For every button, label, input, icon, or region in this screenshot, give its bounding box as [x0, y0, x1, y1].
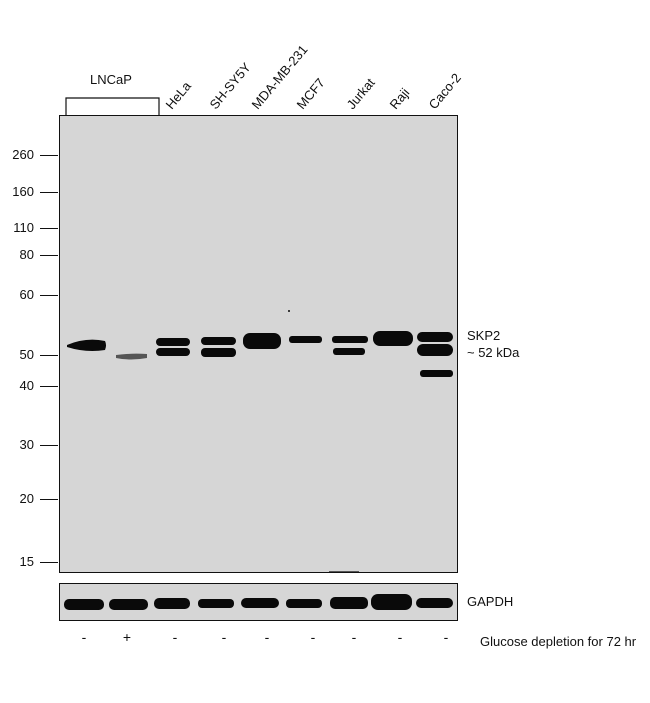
band-lncap-ctrl	[67, 339, 106, 351]
lane-label-hela: HeLa	[162, 78, 194, 112]
band-shsy5y-lower	[201, 348, 236, 357]
band-mdamb231	[243, 333, 281, 349]
band-caco2-middle	[417, 344, 453, 356]
treatment-sign-1: -	[81, 629, 87, 645]
gapdh-band-9	[416, 598, 453, 608]
mw-marker-60: 60	[19, 287, 34, 302]
lncap-group-label: LNCaP	[90, 72, 132, 87]
main-blot-panel	[59, 115, 458, 573]
mw-tick-20	[40, 499, 58, 500]
mw-tick-15	[40, 562, 58, 563]
mw-tick-30	[40, 445, 58, 446]
mw-marker-40: 40	[19, 378, 34, 393]
lane-label-sh-sy5y: SH-SY5Y	[206, 59, 254, 112]
treatment-sign-4: -	[221, 629, 227, 645]
mw-tick-160	[40, 192, 58, 193]
treatment-sign-3: -	[172, 629, 178, 645]
gapdh-band-6	[286, 599, 322, 608]
treatment-sign-9: -	[443, 629, 449, 645]
gapdh-band-3	[154, 598, 190, 609]
mw-marker-80: 80	[19, 247, 34, 262]
mw-marker-260: 260	[12, 147, 34, 162]
band-hela-lower	[156, 348, 190, 356]
loading-control-label: GAPDH	[467, 594, 514, 609]
gapdh-blot-panel	[59, 583, 458, 621]
mw-marker-15: 15	[19, 554, 34, 569]
mw-marker-20: 20	[19, 491, 34, 506]
band-jurkat-upper	[332, 336, 368, 343]
mw-marker-110: 110	[13, 220, 34, 235]
mw-tick-260	[40, 155, 58, 156]
treatment-sign-6: -	[310, 629, 316, 645]
band-hela-upper	[156, 338, 190, 346]
mw-tick-50	[40, 355, 58, 356]
gapdh-band-2	[109, 599, 148, 610]
gapdh-band-5	[241, 598, 279, 608]
band-jurkat-lower	[333, 348, 365, 355]
mw-tick-60	[40, 295, 58, 296]
mw-marker-160: 160	[12, 184, 34, 199]
mw-marker-50: 50	[19, 347, 34, 362]
mw-marker-30: 30	[19, 437, 34, 452]
treatment-sign-7: -	[351, 629, 357, 645]
gapdh-band-8	[371, 594, 412, 610]
mw-tick-40	[40, 386, 58, 387]
treatment-sign-8: -	[397, 629, 403, 645]
band-shsy5y-upper	[201, 337, 236, 345]
lane-label-caco-2: Caco-2	[425, 70, 464, 112]
gapdh-band-7	[330, 597, 368, 609]
treatment-label: Glucose depletion for 72 hr	[480, 634, 637, 649]
band-mcf7	[289, 336, 322, 343]
speck	[288, 310, 290, 312]
band-caco2-upper	[417, 332, 453, 342]
mw-tick-80	[40, 255, 58, 256]
treatment-sign-2: +	[122, 629, 132, 645]
target-size-label: ~ 52 kDa	[467, 345, 520, 360]
mw-tick-110	[40, 228, 58, 229]
band-caco2-lower	[420, 370, 453, 377]
target-name-label: SKP2	[467, 328, 501, 343]
gapdh-band-1	[64, 599, 104, 610]
band-lncap-depleted	[116, 353, 147, 360]
speck-bottom	[329, 571, 359, 572]
band-raji	[373, 331, 413, 346]
lane-label-jurkat: Jurkat	[343, 75, 378, 112]
gapdh-band-4	[198, 599, 234, 608]
treatment-sign-5: -	[264, 629, 270, 645]
lane-label-mcf7: MCF7	[293, 75, 328, 112]
lane-label-raji: Raji	[386, 85, 413, 112]
